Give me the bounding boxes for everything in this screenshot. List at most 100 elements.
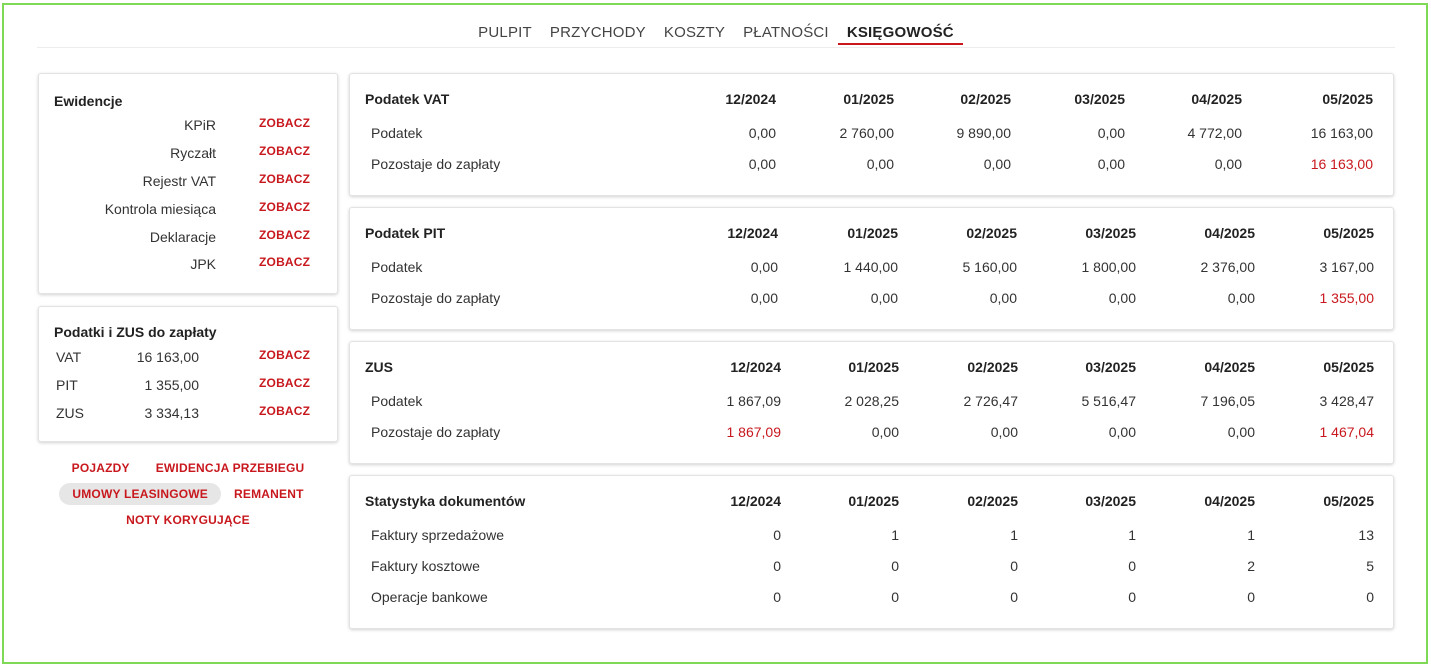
row-value: 1 [1010,527,1018,543]
row-value: 0,00 [870,290,898,306]
ewidencje-row-kontrola: Kontrola miesiąca ZOBACZ [39,200,339,221]
month-header: 04/2025 [1204,359,1255,375]
podatki-label: ZUS [56,405,84,421]
zobacz-jpk-link[interactable]: ZOBACZ [259,255,311,269]
month-header: 12/2024 [727,225,778,241]
ewidencje-row-jpk: JPK ZOBACZ [39,255,339,276]
podatki-row-pit: PIT 1 355,00 ZOBACZ [39,376,339,397]
table-row: Pozostaje do zapłaty 0,00 0,00 0,00 0,00… [350,156,1395,176]
row-value: 0 [1010,558,1018,574]
row-value: 0,00 [1227,424,1255,440]
month-header: 05/2025 [1323,225,1374,241]
row-value: 2 [1247,558,1255,574]
row-value: 0 [773,589,781,605]
table-row: Podatek 1 867,09 2 028,25 2 726,47 5 516… [350,393,1395,413]
podatki-card: Podatki i ZUS do zapłaty VAT 16 163,00 Z… [38,306,338,442]
zobacz-ryczalt-link[interactable]: ZOBACZ [259,144,311,158]
podatki-label: PIT [56,377,78,393]
zus-table: ZUS 12/2024 01/2025 02/2025 03/2025 04/2… [349,341,1394,464]
nav-item-platnosci[interactable]: PŁATNOŚCI [743,24,829,41]
month-header: 02/2025 [967,493,1018,509]
table-row: Pozostaje do zapłaty 0,00 0,00 0,00 0,00… [350,290,1395,310]
row-value: 0,00 [983,156,1011,172]
row-value: 1 867,09 [726,393,782,409]
zobacz-pit-link[interactable]: ZOBACZ [259,376,311,390]
podatki-value: 16 163,00 [136,349,199,365]
row-value: 0 [891,558,899,574]
row-value: 2 028,25 [844,393,900,409]
row-label: Pozostaje do zapłaty [371,290,501,306]
row-label: Podatek [371,259,423,275]
month-header: 05/2025 [1323,359,1374,375]
row-value-due: 1 867,09 [726,424,782,440]
row-value-due: 1 467,04 [1319,424,1375,440]
table-title: Podatek VAT [365,91,450,107]
month-header: 01/2025 [847,225,898,241]
table-header: Podatek VAT 12/2024 01/2025 02/2025 03/2… [350,91,1395,111]
row-label: Pozostaje do zapłaty [371,156,501,172]
ewidencje-row-ryczalt: Ryczałt ZOBACZ [39,144,339,165]
vat-table: Podatek VAT 12/2024 01/2025 02/2025 03/2… [349,73,1394,196]
row-value: 7 196,05 [1200,393,1256,409]
month-header: 05/2025 [1323,493,1374,509]
page-frame [2,3,1428,664]
umowy-leasingowe-link[interactable]: UMOWY LEASINGOWE [59,483,222,505]
row-value: 0 [1247,589,1255,605]
podatki-value: 1 355,00 [144,377,200,393]
ewidencje-row-deklaracje: Deklaracje ZOBACZ [39,228,339,249]
statystyka-table: Statystyka dokumentów 12/2024 01/2025 02… [349,475,1394,629]
row-value: 5 160,00 [962,259,1018,275]
table-row: Faktury kosztowe 0 0 0 0 2 5 [350,558,1395,578]
ewidencja-przebiegu-link[interactable]: EWIDENCJA PRZEBIEGU [155,461,305,475]
month-header: 03/2025 [1085,359,1136,375]
row-value: 0 [1128,589,1136,605]
zobacz-kpir-link[interactable]: ZOBACZ [259,116,311,130]
row-value: 0,00 [866,156,894,172]
zobacz-deklaracje-link[interactable]: ZOBACZ [259,228,311,242]
nav-item-ksiegowosc[interactable]: KSIĘGOWOŚĆ [837,24,963,45]
nav-item-przychody[interactable]: PRZYCHODY [549,24,646,41]
podatki-value: 3 334,13 [144,405,200,421]
ewidencje-card: Ewidencje KPiR ZOBACZ Ryczałt ZOBACZ Rej… [38,73,338,294]
row-label: Podatek [371,125,423,141]
row-value: 0,00 [748,125,776,141]
row-value: 16 163,00 [1310,125,1373,141]
table-row: Pozostaje do zapłaty 1 867,09 0,00 0,00 … [350,424,1395,444]
pojazdy-link[interactable]: POJAZDY [71,461,130,475]
row-value: 1 [891,527,899,543]
row-label: Faktury kosztowe [371,558,480,574]
podatki-row-vat: VAT 16 163,00 ZOBACZ [39,348,339,369]
zobacz-rejestr-vat-link[interactable]: ZOBACZ [259,172,311,186]
month-header: 03/2025 [1085,225,1136,241]
row-value: 0 [1128,558,1136,574]
month-header: 01/2025 [843,91,894,107]
row-value: 3 428,47 [1319,393,1375,409]
zobacz-vat-link[interactable]: ZOBACZ [259,348,311,362]
remanent-link[interactable]: REMANENT [234,487,304,501]
row-value: 0,00 [750,290,778,306]
row-value: 0,00 [1227,290,1255,306]
month-header: 04/2025 [1204,493,1255,509]
podatki-title: Podatki i ZUS do zapłaty [54,324,217,340]
month-header: 01/2025 [848,493,899,509]
row-value: 0,00 [989,290,1017,306]
pit-table: Podatek PIT 12/2024 01/2025 02/2025 03/2… [349,207,1394,330]
row-value: 5 [1366,558,1374,574]
table-row: Podatek 0,00 1 440,00 5 160,00 1 800,00 … [350,259,1395,279]
nav-item-pulpit[interactable]: PULPIT [478,24,532,41]
row-value: 5 516,47 [1081,393,1137,409]
table-title: Statystyka dokumentów [365,493,526,509]
noty-korygujace-link[interactable]: NOTY KORYGUJĄCE [126,513,250,527]
ewidencje-row-rejestr-vat: Rejestr VAT ZOBACZ [39,172,339,193]
row-value: 1 [1128,527,1136,543]
zobacz-zus-link[interactable]: ZOBACZ [259,404,311,418]
zobacz-kontrola-link[interactable]: ZOBACZ [259,200,311,214]
row-value: 13 [1358,527,1374,543]
row-value: 1 [1247,527,1255,543]
month-header: 02/2025 [960,91,1011,107]
nav-item-koszty[interactable]: KOSZTY [663,24,726,41]
row-value: 2 760,00 [839,125,895,141]
month-header: 05/2025 [1322,91,1373,107]
ewidencje-row-kpir: KPiR ZOBACZ [39,116,339,137]
ewidencje-label: KPiR [184,117,216,133]
